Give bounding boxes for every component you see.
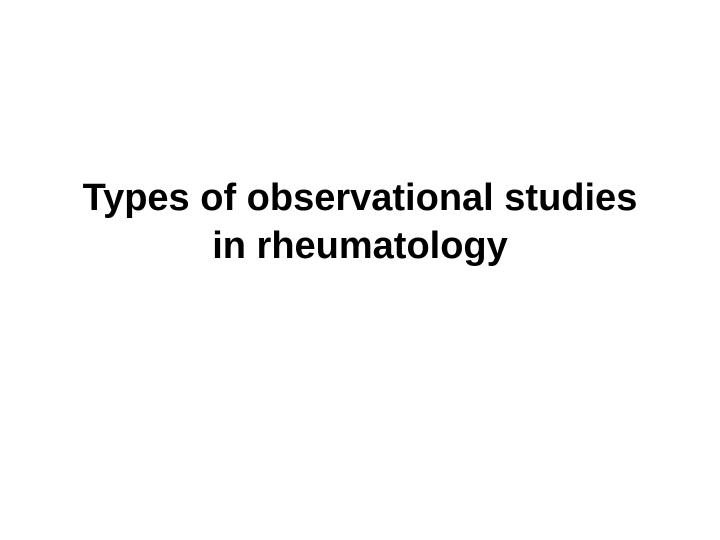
slide-title: Types of observational studies in rheuma… xyxy=(0,175,720,270)
title-line-1: Types of observational studies xyxy=(83,177,638,219)
title-line-2: in rheumatology xyxy=(212,225,508,267)
